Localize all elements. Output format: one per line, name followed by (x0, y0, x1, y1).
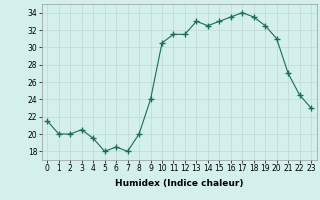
X-axis label: Humidex (Indice chaleur): Humidex (Indice chaleur) (115, 179, 244, 188)
